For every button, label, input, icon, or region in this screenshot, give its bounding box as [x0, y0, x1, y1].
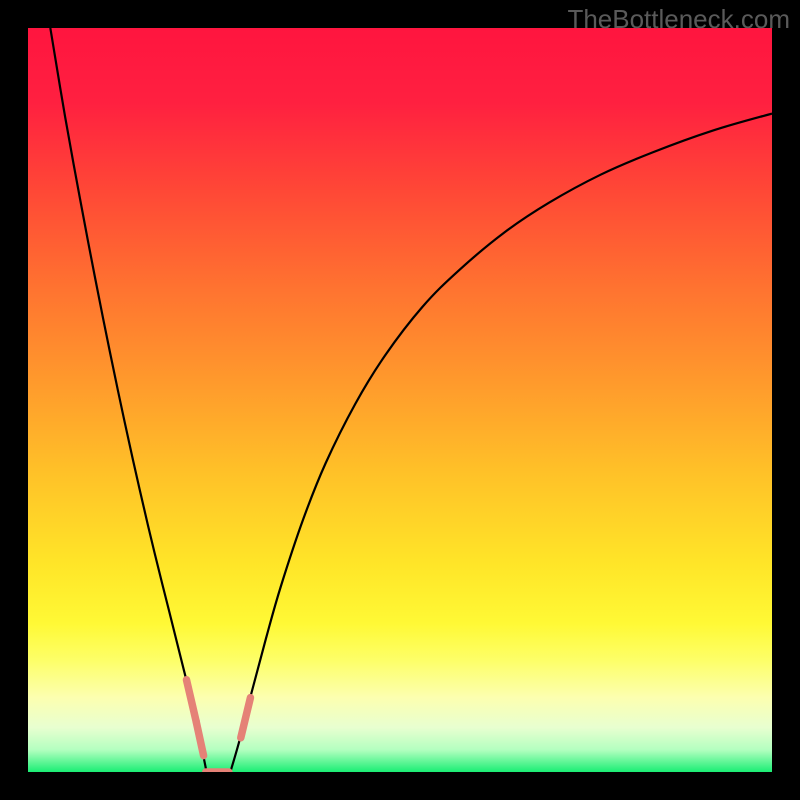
chart-outer: TheBottleneck.com — [0, 0, 800, 800]
watermark-text: TheBottleneck.com — [567, 4, 790, 35]
gradient-background — [28, 28, 772, 772]
bottleneck-curve-chart — [28, 28, 772, 772]
